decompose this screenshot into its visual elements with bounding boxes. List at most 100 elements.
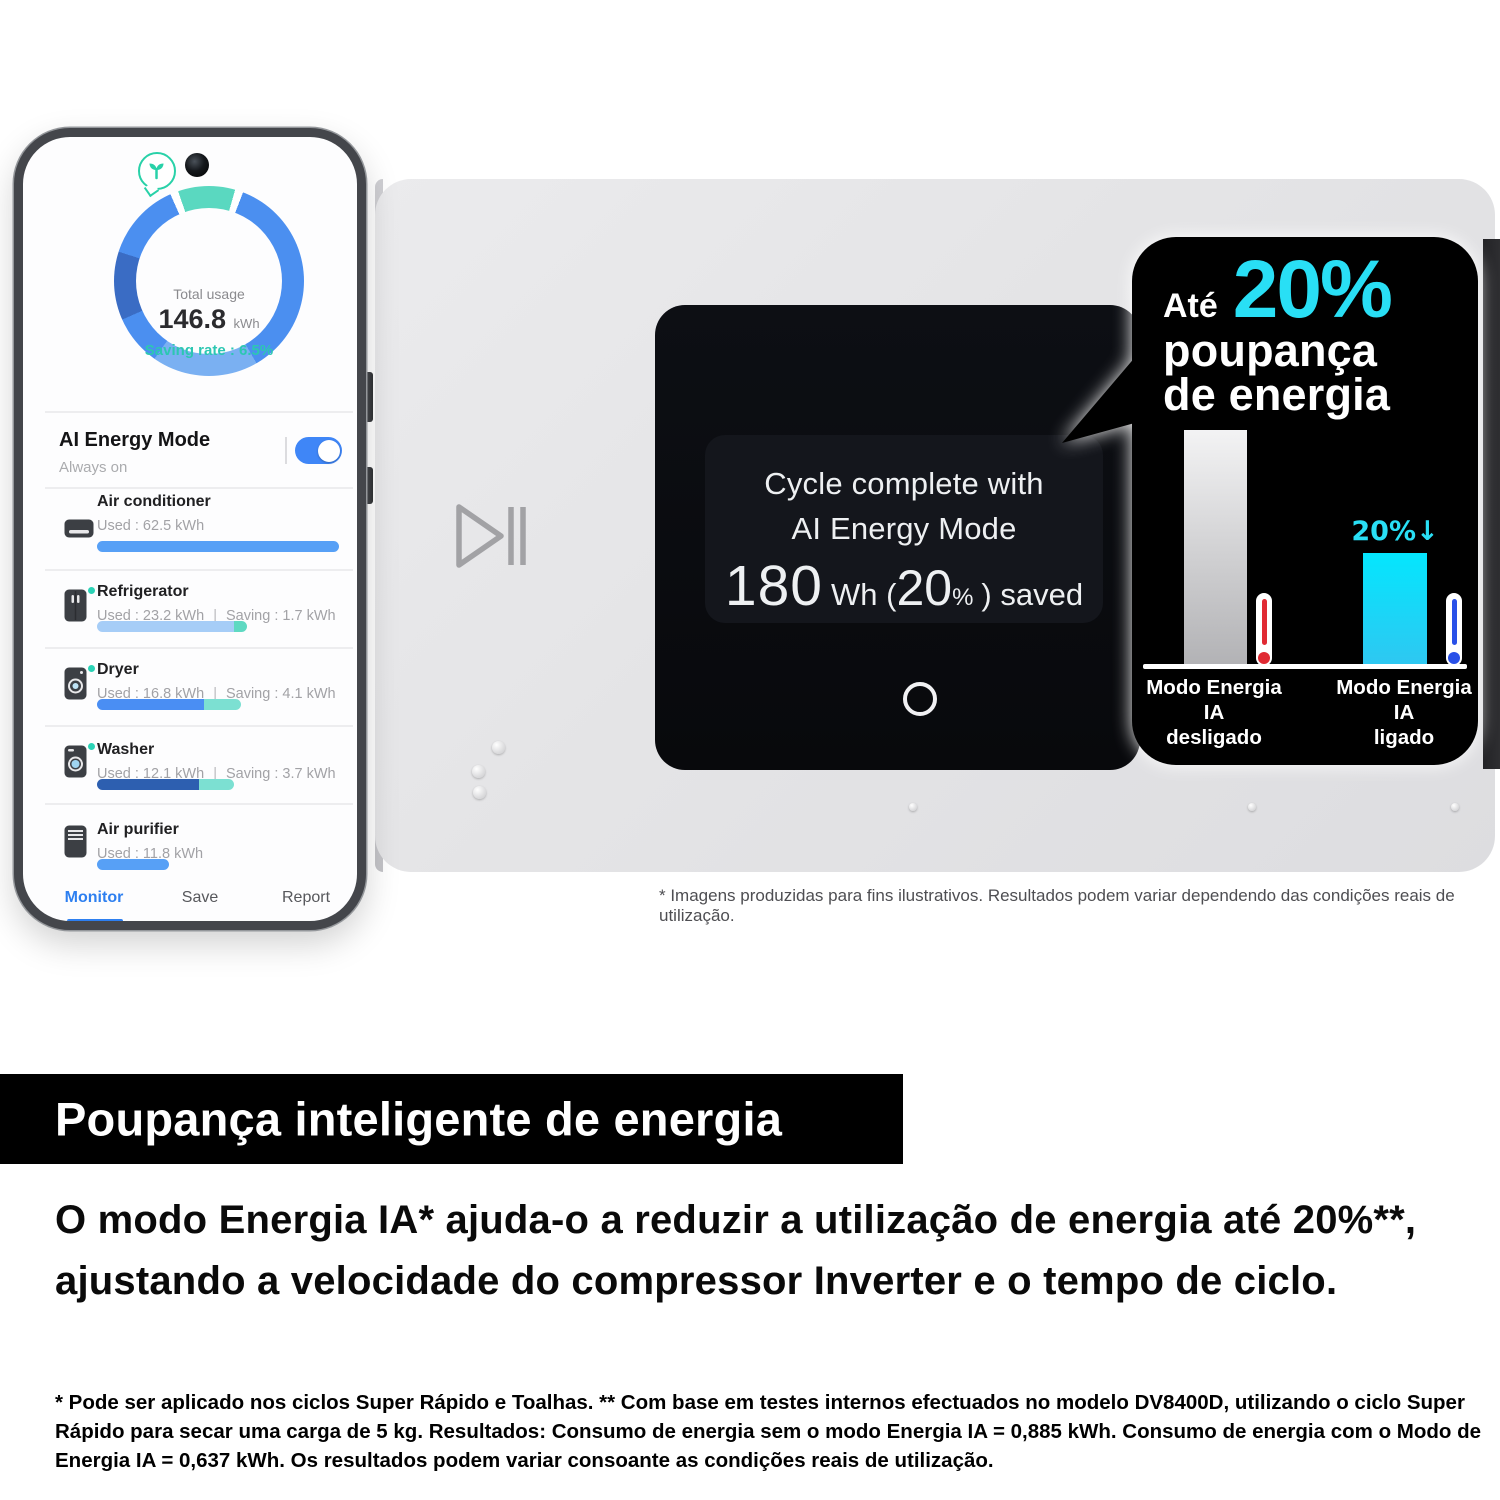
used-segment	[97, 541, 339, 552]
saving-segment	[199, 779, 234, 790]
callout-line2: poupança	[1163, 325, 1378, 376]
camera-punch-hole-icon	[185, 153, 209, 177]
divider	[45, 725, 353, 727]
dryer-display: Cycle complete with AI Energy Mode 180 W…	[655, 305, 1140, 770]
tab-report[interactable]: Report	[281, 889, 331, 906]
thermometer-stem	[1451, 599, 1457, 645]
chart-label-off-line2: desligado	[1166, 726, 1262, 749]
appliance-name: Dryer	[97, 661, 139, 678]
cycle-complete-message: Cycle complete with AI Energy Mode 180 W…	[705, 435, 1103, 623]
used-value: Used : 16.8 kWh	[97, 686, 205, 702]
appliance-usage: Used : 11.8 kWh	[97, 846, 203, 862]
washer-icon	[64, 745, 87, 783]
panel-dot	[1248, 803, 1256, 811]
donut-kwh-value: 146.8	[158, 304, 227, 334]
sprout-icon	[149, 163, 164, 180]
display-line2: AI Energy Mode	[791, 511, 1017, 546]
status-dot	[88, 665, 95, 672]
toggle-knob	[317, 439, 340, 462]
ai-energy-mode-toggle[interactable]	[295, 437, 342, 464]
usage-bar	[97, 779, 234, 790]
chart-label-on: Modo Energia IA ligado	[1324, 675, 1484, 750]
appliance-usage: Used : 23.2 kWh | Saving : 1.7 kWh	[97, 608, 336, 624]
dryer-icon	[64, 667, 87, 705]
saving-value: Saving : 3.7 kWh	[225, 766, 336, 782]
panel-dot	[909, 803, 917, 811]
bottom-tab-bar: Monitor Save Report	[41, 889, 357, 907]
phone-power-button[interactable]	[364, 467, 373, 504]
used-segment	[97, 621, 234, 632]
chart-label-on-line1: Modo Energia IA	[1336, 676, 1472, 724]
appliance-usage: Used : 16.8 kWh | Saving : 4.1 kWh	[97, 686, 336, 702]
callout-bubble: Até 20% poupança de energia 20%↓ Modo En…	[1132, 237, 1478, 765]
smartthings-phone: Total usage 146.8 kWh Saving rate : 6.5%…	[14, 128, 366, 930]
used-segment	[97, 859, 169, 870]
phone-volume-button[interactable]	[364, 372, 373, 422]
separator: |	[213, 766, 217, 782]
separator: |	[213, 686, 217, 702]
thermometer-hot-icon	[1256, 593, 1272, 666]
used-segment	[97, 699, 204, 710]
tab-monitor[interactable]: Monitor	[64, 889, 124, 906]
chart-bar-off	[1184, 430, 1247, 666]
panel-dot	[1451, 803, 1459, 811]
usage-bar	[97, 621, 247, 632]
saved-percent: 20	[896, 560, 953, 616]
thermometer-cool-icon	[1446, 593, 1462, 666]
refrigerator-icon	[64, 589, 87, 627]
divider	[45, 803, 353, 805]
energy-saving-callout: Até 20% poupança de energia 20%↓ Modo En…	[1050, 237, 1478, 765]
panel-braille-dot	[472, 765, 485, 778]
ai-energy-mode-title: AI Energy Mode	[59, 429, 211, 451]
chart-bar-annotation: 20%↓	[1351, 516, 1439, 547]
donut-saving-rate: Saving rate : 6.5%	[144, 342, 274, 359]
saved-value: 180	[724, 554, 824, 618]
panel-braille-dot	[492, 741, 505, 754]
leaf-badge-icon	[138, 152, 176, 190]
divider	[45, 647, 353, 649]
appliance-name: Washer	[97, 741, 155, 758]
play-pause-button[interactable]	[455, 503, 531, 569]
thermometer-stem	[1261, 599, 1267, 645]
section-title-bar: Poupança inteligente de energia	[0, 1074, 903, 1164]
appliance-name: Air purifier	[97, 821, 179, 838]
used-segment	[97, 779, 199, 790]
divider	[45, 569, 353, 571]
thermometer-bulb	[1258, 651, 1270, 664]
display-saved-line: 180 Wh ( 20 % ) saved	[705, 553, 1103, 619]
chart-label-off-line1: Modo Energia IA	[1146, 676, 1282, 724]
chart-label-off: Modo Energia IA desligado	[1134, 675, 1294, 750]
used-value: Used : 11.8 kWh	[97, 846, 204, 862]
play-pause-icon	[456, 504, 526, 568]
appliance-usage: Used : 62.5 kWh	[97, 518, 204, 534]
callout-percent: 20%	[1232, 244, 1393, 335]
air-conditioner-icon	[64, 519, 94, 543]
status-dot	[88, 743, 95, 750]
percent-sign: %	[952, 584, 974, 611]
donut-value: 146.8 kWh	[114, 304, 304, 335]
callout-prefix: Até	[1163, 287, 1218, 325]
used-value: Used : 12.1 kWh	[97, 766, 205, 782]
panel-braille-dot	[473, 786, 486, 799]
saved-unit: Wh (	[831, 577, 897, 612]
donut-title: Total usage	[173, 286, 245, 302]
chart-label-on-line2: ligado	[1373, 726, 1435, 749]
air-purifier-icon	[64, 825, 87, 863]
panel-shadow-edge	[1483, 239, 1500, 769]
thermometer-bulb	[1448, 651, 1460, 664]
saving-segment	[204, 699, 241, 710]
donut-hole	[136, 208, 282, 354]
saving-value: Saving : 1.7 kWh	[225, 608, 336, 624]
saving-segment	[234, 621, 247, 632]
appliance-name: Refrigerator	[97, 583, 189, 600]
used-value: Used : 62.5 kWh	[97, 518, 205, 534]
used-value: Used : 23.2 kWh	[97, 608, 205, 624]
saved-tail: ) saved	[981, 577, 1084, 612]
tab-save[interactable]: Save	[181, 889, 219, 906]
callout-line3: de energia	[1163, 369, 1391, 420]
usage-bar	[97, 859, 169, 870]
section-body: O modo Energia IA* ajuda-o a reduzir a u…	[55, 1198, 1417, 1303]
appliance-name: Air conditioner	[97, 493, 211, 510]
section-title: Poupança inteligente de energia	[55, 1092, 783, 1146]
power-ring-button[interactable]	[903, 682, 937, 716]
